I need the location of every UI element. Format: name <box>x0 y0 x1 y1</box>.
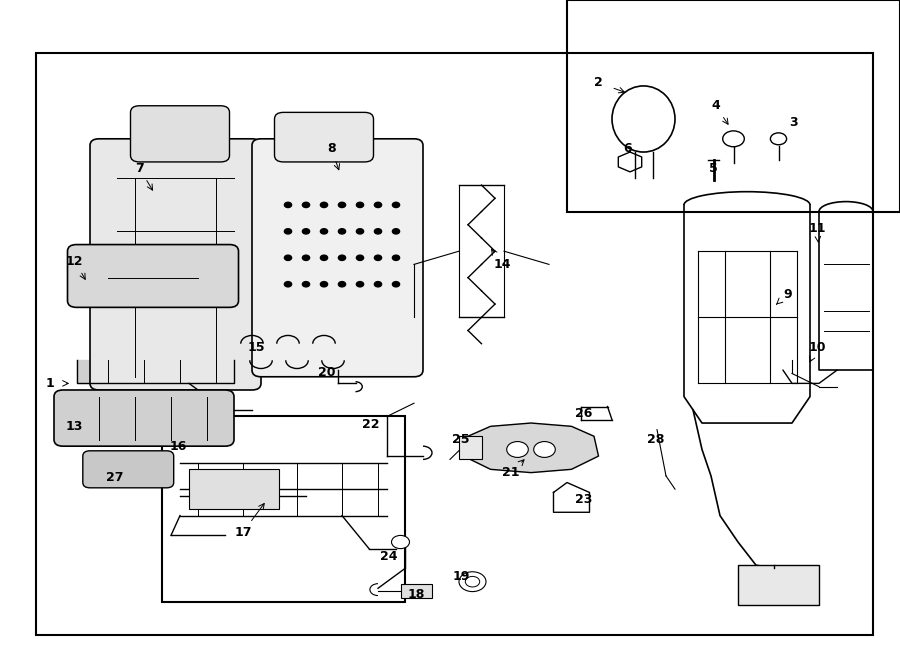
Bar <box>189 469 279 509</box>
Text: 4: 4 <box>711 99 720 112</box>
Circle shape <box>320 255 328 260</box>
Circle shape <box>723 131 744 147</box>
Circle shape <box>302 282 310 287</box>
Text: 15: 15 <box>248 340 266 354</box>
Text: 27: 27 <box>106 471 124 484</box>
Circle shape <box>534 442 555 457</box>
Text: 14: 14 <box>493 258 511 271</box>
Text: 25: 25 <box>452 433 470 446</box>
Circle shape <box>392 229 400 234</box>
Text: 12: 12 <box>66 254 84 268</box>
Text: 8: 8 <box>327 142 336 155</box>
Text: 28: 28 <box>646 433 664 446</box>
Circle shape <box>392 535 410 549</box>
FancyBboxPatch shape <box>90 139 261 390</box>
Circle shape <box>374 255 382 260</box>
Circle shape <box>302 202 310 208</box>
Polygon shape <box>464 423 598 473</box>
Bar <box>459 436 482 459</box>
Circle shape <box>356 229 364 234</box>
Text: 21: 21 <box>502 466 520 479</box>
FancyBboxPatch shape <box>54 390 234 446</box>
FancyBboxPatch shape <box>68 245 238 307</box>
Text: 13: 13 <box>66 420 84 433</box>
Circle shape <box>284 255 292 260</box>
Circle shape <box>302 229 310 234</box>
Text: 18: 18 <box>407 588 425 602</box>
Circle shape <box>284 229 292 234</box>
Circle shape <box>374 282 382 287</box>
FancyBboxPatch shape <box>83 451 174 488</box>
Circle shape <box>392 282 400 287</box>
Circle shape <box>320 229 328 234</box>
FancyBboxPatch shape <box>252 139 423 377</box>
Circle shape <box>465 576 480 587</box>
Polygon shape <box>76 360 234 383</box>
Bar <box>567 0 900 212</box>
Circle shape <box>356 255 364 260</box>
Text: 20: 20 <box>318 366 336 379</box>
Circle shape <box>302 255 310 260</box>
Text: 24: 24 <box>380 550 398 563</box>
Text: 26: 26 <box>574 407 592 420</box>
Circle shape <box>770 133 787 145</box>
Bar <box>36 53 873 635</box>
Circle shape <box>374 202 382 208</box>
Circle shape <box>392 202 400 208</box>
Circle shape <box>320 202 328 208</box>
FancyBboxPatch shape <box>130 106 230 162</box>
Text: 2: 2 <box>594 76 603 89</box>
Text: 17: 17 <box>234 525 252 539</box>
Circle shape <box>356 202 364 208</box>
FancyBboxPatch shape <box>274 112 374 162</box>
Bar <box>738 565 819 605</box>
Circle shape <box>284 202 292 208</box>
Circle shape <box>338 202 346 208</box>
Circle shape <box>459 572 486 592</box>
Text: 16: 16 <box>169 440 187 453</box>
Text: 6: 6 <box>623 142 632 155</box>
Circle shape <box>338 255 346 260</box>
Circle shape <box>284 282 292 287</box>
Text: 22: 22 <box>362 418 380 431</box>
Text: 1: 1 <box>45 377 54 390</box>
Text: 19: 19 <box>452 570 470 583</box>
Text: 5: 5 <box>709 162 718 175</box>
Circle shape <box>320 282 328 287</box>
Circle shape <box>392 255 400 260</box>
Text: 3: 3 <box>789 116 798 129</box>
Ellipse shape <box>612 86 675 152</box>
Circle shape <box>507 442 528 457</box>
Text: 23: 23 <box>574 492 592 506</box>
Circle shape <box>338 282 346 287</box>
Circle shape <box>338 229 346 234</box>
Text: 10: 10 <box>808 340 826 354</box>
Bar <box>162 416 405 602</box>
Text: 9: 9 <box>783 288 792 301</box>
Bar <box>400 584 432 598</box>
Circle shape <box>374 229 382 234</box>
Circle shape <box>356 282 364 287</box>
Text: 7: 7 <box>135 162 144 175</box>
Text: 11: 11 <box>808 221 826 235</box>
